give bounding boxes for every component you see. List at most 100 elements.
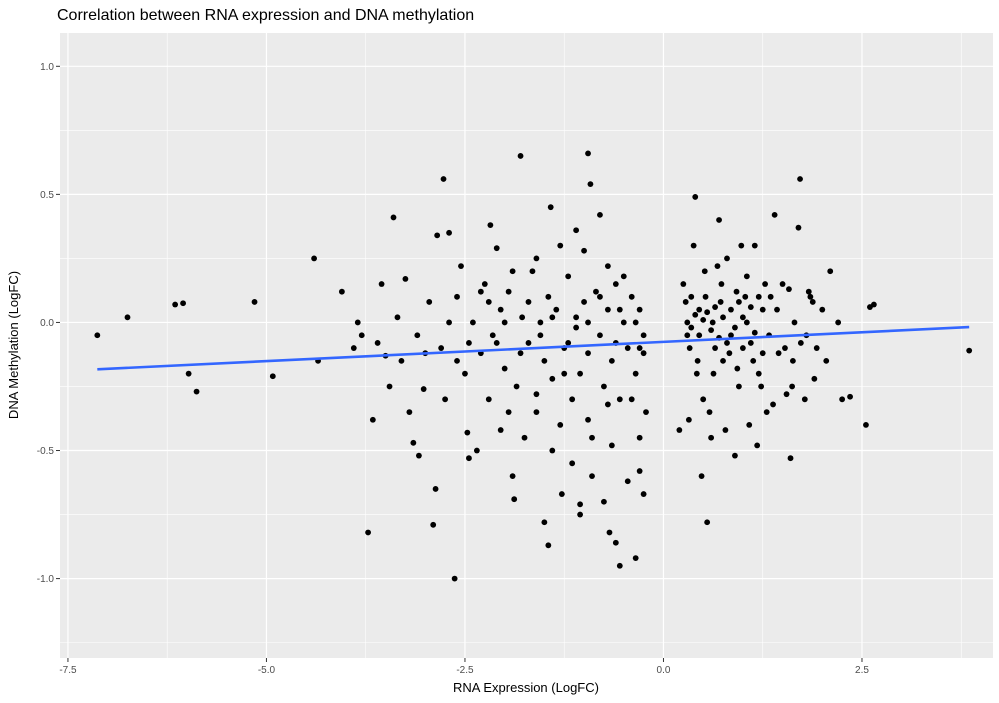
data-point	[533, 255, 540, 262]
data-point	[732, 452, 738, 459]
data-point	[696, 306, 703, 313]
data-point	[620, 319, 627, 326]
data-point	[640, 332, 647, 339]
data-point	[782, 345, 788, 351]
data-point	[616, 306, 623, 313]
data-point	[573, 324, 580, 331]
data-point	[771, 211, 778, 218]
data-point	[739, 345, 746, 351]
data-point	[446, 319, 452, 326]
data-point	[692, 194, 699, 200]
data-point	[442, 396, 449, 403]
y-axis-title: DNA Methylation (LogFC)	[6, 271, 21, 419]
data-point	[710, 370, 717, 377]
data-point	[489, 332, 496, 339]
y-tick-label: -1.0	[37, 574, 55, 585]
data-point	[585, 319, 591, 326]
data-point	[557, 242, 564, 249]
data-point	[454, 357, 460, 364]
data-point	[767, 293, 774, 300]
data-point	[509, 268, 516, 275]
data-point	[612, 281, 619, 287]
data-point	[573, 227, 580, 234]
data-point	[406, 409, 413, 415]
data-point	[485, 396, 492, 403]
data-point	[636, 468, 643, 474]
data-point	[581, 247, 587, 254]
data-point	[581, 299, 587, 305]
data-point	[485, 299, 492, 305]
data-point	[813, 345, 820, 351]
data-point	[839, 396, 846, 403]
data-point	[624, 345, 631, 351]
data-point	[374, 340, 381, 346]
data-point	[708, 327, 715, 334]
data-point	[94, 332, 101, 339]
x-axis-title: RNA Expression (LogFC)	[453, 680, 599, 695]
data-point	[728, 306, 734, 313]
data-point	[783, 391, 790, 398]
data-point	[597, 332, 603, 339]
data-point	[185, 370, 192, 377]
data-point	[720, 357, 726, 364]
data-point	[616, 396, 623, 403]
data-point	[702, 293, 709, 300]
data-point	[553, 306, 560, 313]
data-point	[608, 442, 615, 449]
data-point	[636, 434, 643, 441]
data-point	[193, 388, 200, 395]
data-point	[718, 281, 725, 287]
data-point	[525, 340, 532, 346]
data-point	[529, 268, 536, 275]
data-point	[446, 229, 452, 236]
data-point	[501, 319, 508, 326]
data-point	[684, 319, 691, 326]
data-point	[597, 293, 603, 300]
data-point	[608, 357, 615, 364]
data-point	[870, 301, 877, 308]
data-point	[493, 340, 500, 346]
data-point	[521, 434, 528, 441]
data-point	[451, 575, 458, 582]
data-point	[759, 350, 766, 357]
data-point	[537, 319, 544, 326]
data-point	[835, 319, 842, 326]
data-point	[790, 357, 796, 364]
data-point	[589, 473, 595, 480]
data-point	[354, 319, 361, 326]
data-point	[481, 281, 488, 287]
data-point	[426, 299, 433, 305]
data-point	[770, 401, 776, 408]
data-point	[686, 345, 693, 351]
data-point	[601, 383, 607, 390]
data-point	[700, 396, 707, 403]
data-point	[750, 357, 757, 364]
data-point	[795, 224, 802, 231]
data-point	[601, 498, 607, 505]
data-point	[706, 409, 713, 415]
data-point	[688, 324, 695, 331]
data-point	[704, 309, 711, 316]
data-point	[714, 263, 721, 269]
data-point	[369, 416, 376, 423]
data-point	[632, 370, 639, 377]
data-point	[545, 293, 552, 300]
x-tick-label: -2.5	[456, 665, 474, 676]
data-point	[690, 242, 697, 249]
data-point	[513, 383, 520, 390]
data-point	[620, 273, 627, 280]
data-point	[762, 281, 769, 287]
data-point	[394, 314, 401, 321]
y-tick-label: 1.0	[40, 62, 54, 73]
data-point	[827, 268, 834, 275]
data-point	[124, 314, 131, 321]
data-point	[487, 222, 494, 229]
data-point	[585, 150, 591, 157]
data-point	[470, 319, 476, 326]
data-point	[525, 299, 532, 305]
data-point	[755, 293, 762, 300]
data-point	[743, 273, 750, 280]
data-point	[643, 409, 649, 415]
data-point	[565, 273, 572, 280]
data-point	[577, 501, 583, 508]
